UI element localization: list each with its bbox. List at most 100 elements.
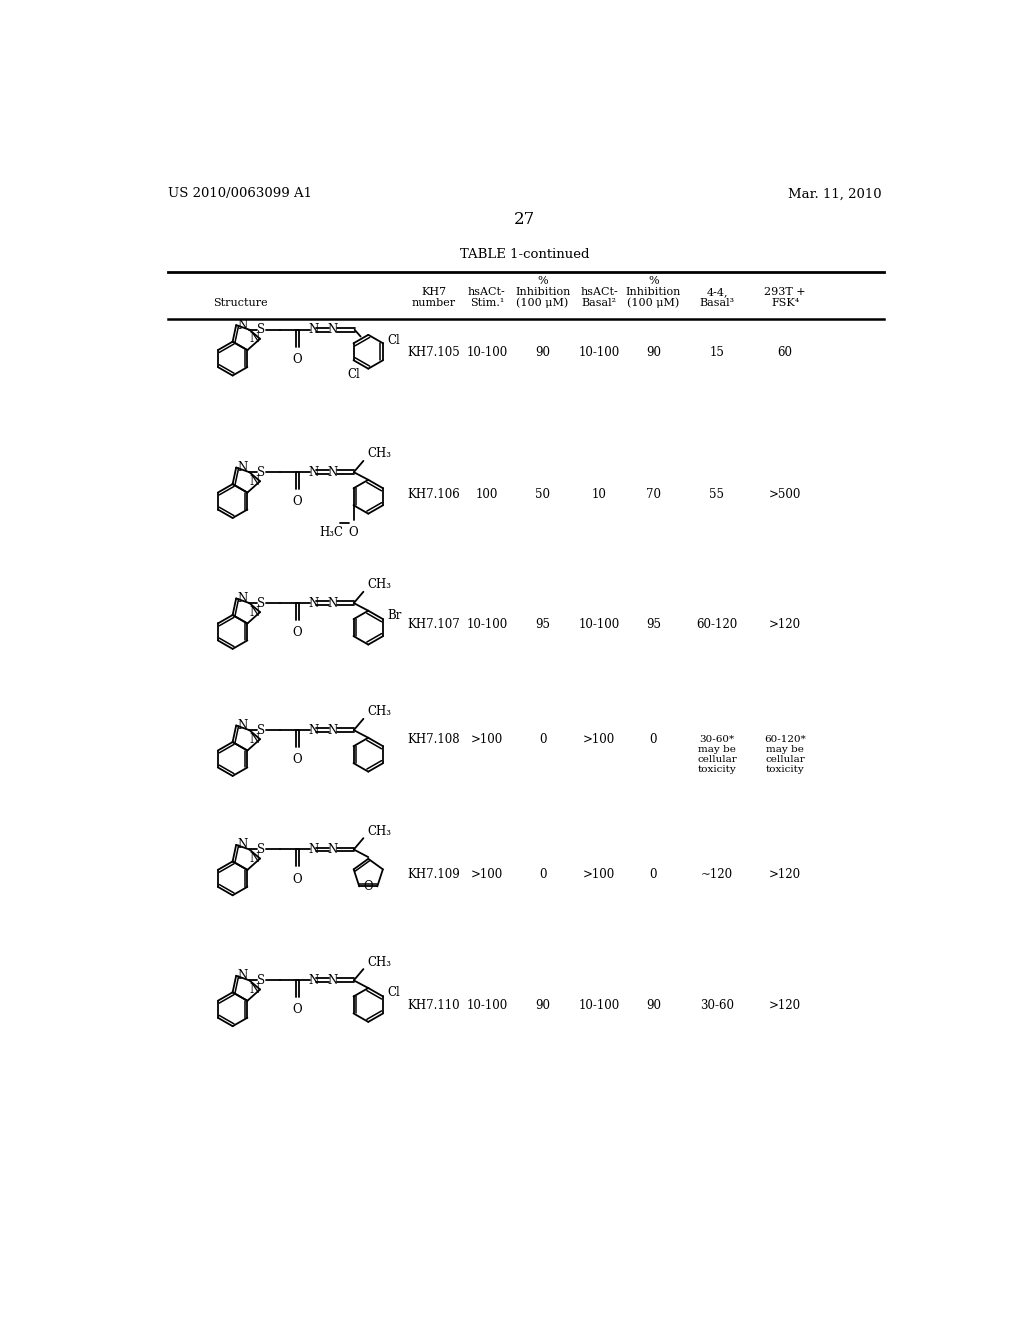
Text: N: N [249,475,259,488]
Text: KH7.107: KH7.107 [408,618,461,631]
Text: Cl: Cl [387,334,399,347]
Text: 10-100: 10-100 [579,999,620,1012]
Text: CH₃: CH₃ [368,825,391,838]
Text: hsACt-: hsACt- [468,288,506,297]
Text: (100 μM): (100 μM) [628,298,680,309]
Text: S: S [257,323,265,337]
Text: Basal²: Basal² [582,298,616,308]
Text: ~120: ~120 [701,869,733,880]
Text: 90: 90 [536,999,550,1012]
Text: 60-120: 60-120 [696,618,737,631]
Text: %: % [648,276,658,286]
Text: Basal³: Basal³ [699,298,734,308]
Text: N: N [237,461,247,474]
Text: N: N [237,969,247,982]
Text: 0: 0 [649,869,657,880]
Text: may be: may be [698,746,736,754]
Text: >100: >100 [471,869,503,880]
Text: >120: >120 [769,999,801,1012]
Text: N: N [327,323,337,337]
Text: 60-120*: 60-120* [764,735,806,744]
Text: %: % [538,276,548,286]
Text: Cl: Cl [387,986,399,999]
Text: S: S [257,843,265,855]
Text: Inhibition: Inhibition [515,288,570,297]
Text: N: N [308,323,318,337]
Text: 0: 0 [539,733,547,746]
Text: 27: 27 [514,211,536,228]
Text: N: N [327,843,337,855]
Text: S: S [257,974,265,987]
Text: N: N [249,606,259,619]
Text: N: N [327,597,337,610]
Text: 10-100: 10-100 [579,346,620,359]
Text: N: N [308,843,318,855]
Text: toxicity: toxicity [697,766,736,775]
Text: TABLE 1-continued: TABLE 1-continued [460,248,590,261]
Text: O: O [349,525,358,539]
Text: S: S [257,597,265,610]
Text: N: N [249,983,259,997]
Text: Br: Br [387,609,401,622]
Text: CH₃: CH₃ [368,578,391,591]
Text: 10-100: 10-100 [579,618,620,631]
Text: S: S [257,466,265,479]
Text: Structure: Structure [213,298,268,308]
Text: O: O [292,1003,302,1016]
Text: >120: >120 [769,618,801,631]
Text: Cl: Cl [347,368,359,381]
Text: 15: 15 [710,346,724,359]
Text: >100: >100 [583,869,615,880]
Text: cellular: cellular [697,755,737,764]
Text: H₃C: H₃C [319,525,344,539]
Text: N: N [249,733,259,746]
Text: Stim.¹: Stim.¹ [470,298,504,308]
Text: KH7: KH7 [422,288,446,297]
Text: 10: 10 [592,488,606,502]
Text: CH₃: CH₃ [368,447,391,461]
Text: 10-100: 10-100 [466,618,508,631]
Text: S: S [257,723,265,737]
Text: 0: 0 [539,869,547,880]
Text: O: O [292,352,302,366]
Text: 70: 70 [646,488,660,502]
Text: US 2010/0063099 A1: US 2010/0063099 A1 [168,187,312,201]
Text: N: N [237,719,247,733]
Text: (100 μM): (100 μM) [516,298,568,309]
Text: N: N [308,974,318,987]
Text: cellular: cellular [765,755,805,764]
Text: 95: 95 [646,618,660,631]
Text: may be: may be [766,746,804,754]
Text: N: N [308,597,318,610]
Text: toxicity: toxicity [766,766,805,775]
Text: N: N [327,466,337,479]
Text: 30-60: 30-60 [700,999,734,1012]
Text: >100: >100 [471,733,503,746]
Text: 90: 90 [646,346,660,359]
Text: N: N [249,851,259,865]
Text: 293T +: 293T + [764,288,806,297]
Text: Mar. 11, 2010: Mar. 11, 2010 [787,187,882,201]
Text: FSK⁴: FSK⁴ [771,298,800,308]
Text: 4-4,: 4-4, [707,288,728,297]
Text: N: N [237,591,247,605]
Text: O: O [292,495,302,508]
Text: 10-100: 10-100 [466,346,508,359]
Text: N: N [237,318,247,331]
Text: 100: 100 [475,488,498,502]
Text: KH7.110: KH7.110 [408,999,461,1012]
Text: KH7.106: KH7.106 [408,488,461,502]
Text: 55: 55 [710,488,725,502]
Text: 50: 50 [536,488,550,502]
Text: KH7.109: KH7.109 [408,869,461,880]
Text: N: N [249,333,259,346]
Text: N: N [308,723,318,737]
Text: O: O [292,754,302,766]
Text: >100: >100 [583,733,615,746]
Text: 0: 0 [649,733,657,746]
Text: KH7.108: KH7.108 [408,733,461,746]
Text: 95: 95 [536,618,550,631]
Text: 60: 60 [777,346,793,359]
Text: 10-100: 10-100 [466,999,508,1012]
Text: >500: >500 [769,488,802,502]
